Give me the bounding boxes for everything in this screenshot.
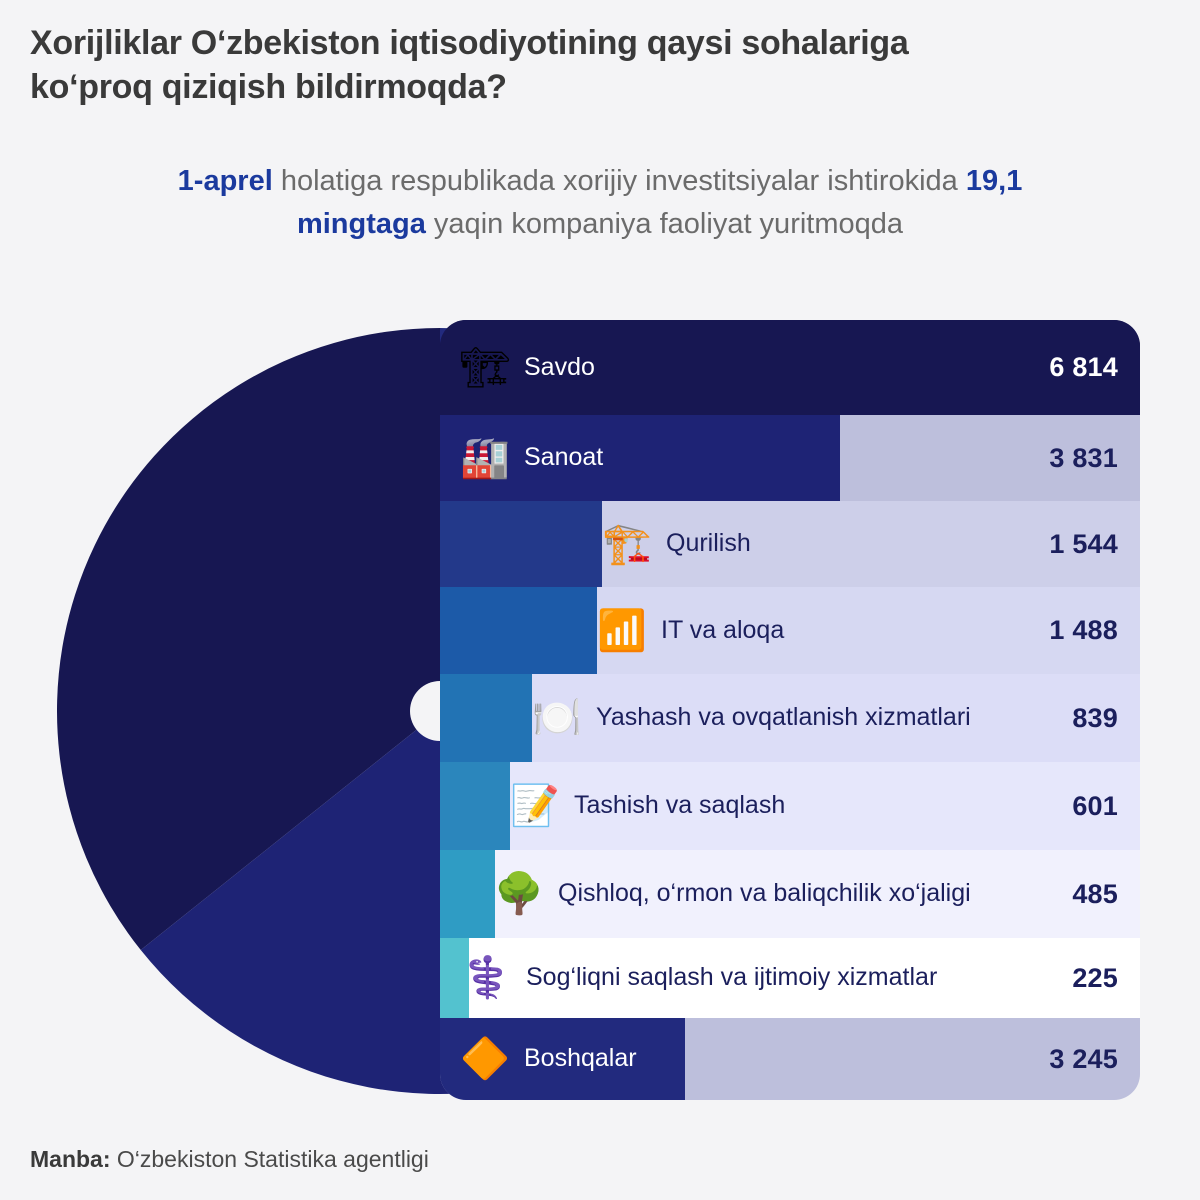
row-value: 3 245 bbox=[1049, 1043, 1118, 1074]
row-bar bbox=[440, 320, 1140, 415]
grid-squares-icon: 🔶 bbox=[460, 1037, 510, 1081]
row-content: 🍽️ Yashash va ovqatlanish xizmatlari 839 bbox=[440, 674, 1140, 762]
health-caduceus-icon: ⚕️ bbox=[462, 956, 512, 1000]
row-value: 601 bbox=[1072, 790, 1118, 821]
source-name: O‘zbekiston Statistika agentligi bbox=[116, 1146, 429, 1172]
table-row[interactable]: 🍽️ Yashash va ovqatlanish xizmatlari 839 bbox=[440, 674, 1140, 762]
food-plate-icon: 🍽️ bbox=[532, 696, 582, 740]
table-row[interactable]: 🔶 Boshqalar 3 245 bbox=[440, 1018, 1140, 1100]
row-value: 1 488 bbox=[1049, 615, 1118, 645]
row-content: ⚕️ Sog‘liqni saqlash va ijtimoiy xizmatla… bbox=[440, 938, 1140, 1018]
row-label: Tashish va saqlash bbox=[574, 791, 786, 820]
row-value: 6 814 bbox=[1049, 352, 1118, 382]
factory-icon: 🏭 bbox=[460, 436, 510, 480]
subtitle: 1-aprel holatiga respublikada xorijiy in… bbox=[120, 160, 1080, 246]
subtitle-text-2: yaqin kompaniya faoliyat yuritmoqda bbox=[425, 207, 904, 240]
row-content: 📝 Tashish va saqlash 601 bbox=[440, 762, 1140, 850]
source-label: Manba: bbox=[30, 1146, 111, 1172]
source-footer: Manba: O‘zbekiston Statistika agentligi bbox=[30, 1146, 429, 1173]
row-content: 🔶 Boshqalar 3 245 bbox=[440, 1018, 1140, 1100]
row-bar bbox=[440, 850, 495, 938]
subtitle-date-highlight: 1-aprel bbox=[177, 165, 273, 197]
page-title: Xorijliklar O‘zbekiston iqtisodiyotining… bbox=[30, 24, 909, 106]
row-label: Qurilish bbox=[666, 529, 751, 558]
row-bar bbox=[440, 587, 597, 674]
row-track bbox=[440, 850, 1140, 938]
table-row[interactable]: 🌳 Qishloq, o‘rmon va baliqchilik xo‘jalig… bbox=[440, 850, 1140, 938]
row-track bbox=[440, 938, 1140, 1018]
forest-icon: 🌳 bbox=[494, 872, 544, 916]
row-bar bbox=[440, 674, 532, 762]
warehouse-trade-icon: 🏗 bbox=[459, 345, 511, 390]
row-bar bbox=[440, 762, 510, 850]
row-content: 🏗 Savdo 6 814 bbox=[440, 320, 1140, 415]
crane-icon: 🏗️ bbox=[602, 522, 652, 566]
table-row[interactable]: 🏭 Sanoat 3 831 bbox=[440, 415, 1140, 501]
table-row[interactable]: ⚕️ Sog‘liqni saqlash va ijtimoiy xizmatla… bbox=[440, 938, 1140, 1018]
row-label: IT va aloqa bbox=[661, 615, 785, 644]
row-value: 225 bbox=[1072, 962, 1118, 993]
row-value: 1 544 bbox=[1049, 528, 1118, 559]
row-label: Qishloq, o‘rmon va baliqchilik xo‘jaligi bbox=[558, 879, 971, 908]
row-label: Sanoat bbox=[524, 443, 604, 472]
row-content: 🏗️ Qurilish 1 544 bbox=[440, 501, 1140, 587]
row-bar bbox=[440, 938, 469, 1018]
table-row[interactable]: 🏗 Savdo 6 814 bbox=[440, 320, 1140, 415]
row-value: 485 bbox=[1072, 878, 1118, 909]
row-bar bbox=[440, 1018, 685, 1100]
row-label: Sog‘liqni saqlash va ijtimoiy xizmatlar bbox=[526, 963, 938, 992]
row-value: 839 bbox=[1072, 702, 1118, 733]
row-label: Savdo bbox=[524, 352, 595, 381]
row-label: Yashash va ovqatlanish xizmatlari bbox=[596, 703, 971, 732]
row-bar bbox=[440, 415, 840, 501]
row-content: 🏭 Sanoat 3 831 bbox=[440, 415, 1140, 501]
row-content: 🌳 Qishloq, o‘rmon va baliqchilik xo‘jalig… bbox=[440, 850, 1140, 938]
row-label: Boshqalar bbox=[524, 1044, 637, 1073]
subtitle-text-1: holatiga respublikada xorijiy investitsi… bbox=[272, 165, 966, 197]
row-bar bbox=[440, 501, 602, 587]
table-row[interactable]: 📶 IT va aloqa 1 488 bbox=[440, 587, 1140, 674]
row-value: 3 831 bbox=[1049, 442, 1118, 473]
row-track bbox=[440, 762, 1140, 850]
row-content: 📶 IT va aloqa 1 488 bbox=[440, 587, 1140, 674]
table-row[interactable]: 📝 Tashish va saqlash 601 bbox=[440, 762, 1140, 850]
wifi-icon: 📶 bbox=[597, 608, 647, 653]
shipping-document-icon: 📝 bbox=[510, 784, 560, 828]
row-track bbox=[440, 674, 1140, 762]
table-row[interactable]: 🏗️ Qurilish 1 544 bbox=[440, 501, 1140, 587]
subtitle-count-highlight: 19,1 mingtaga bbox=[296, 165, 1023, 240]
category-table: 🏗 Savdo 6 814 🏭 Sanoat 3 831 🏗️ Qurilish 1 544 📶 I… bbox=[440, 320, 1140, 1100]
pie-slice bbox=[57, 328, 441, 951]
